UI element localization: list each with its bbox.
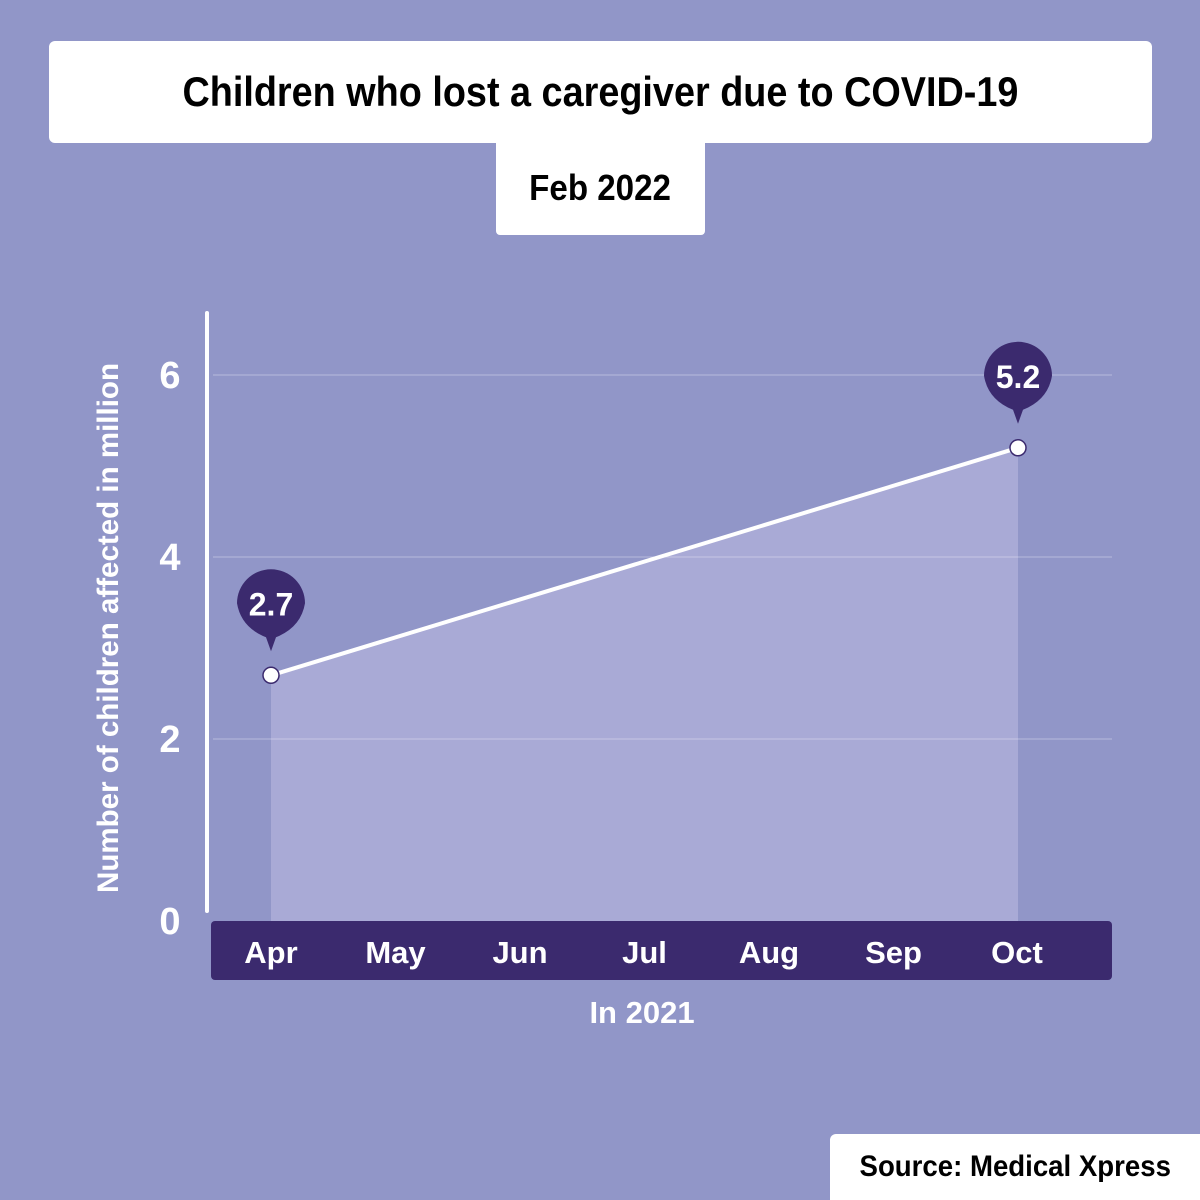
x-tick-label: Apr [244,935,297,970]
data-point [262,666,280,685]
y-tick-label: 2 [159,719,180,761]
title-box: Children who lost a caregiver due to COV… [49,41,1152,143]
x-axis-band [211,921,1112,980]
x-tick-label: Jun [492,935,547,970]
chart-title: Children who lost a caregiver due to COV… [182,68,1019,115]
x-tick-label: May [365,935,426,970]
date-box: Feb 2022 [496,141,705,235]
area-fill [271,447,1018,921]
x-tick-label: Sep [865,935,922,970]
x-axis-title: In 2021 [589,995,694,1030]
source-box: Source: Medical Xpress [830,1134,1200,1200]
x-tick-label: Jul [622,935,667,970]
y-tick-label: 6 [159,355,180,397]
y-axis-title: Number of children affected in million [92,363,125,893]
y-tick-label: 4 [159,537,180,579]
data-label: 5.2 [996,359,1040,395]
x-tick-label: Aug [739,935,799,970]
y-tick-label: 0 [159,901,180,943]
series-line [270,445,1019,678]
x-tick-label: Oct [991,935,1043,970]
data-label-bubble [237,569,305,652]
source-label: Source: Medical Xpress [859,1150,1171,1183]
data-label: 2.7 [249,586,293,622]
data-point [1009,439,1027,457]
chart-date: Feb 2022 [529,167,672,208]
data-label-bubble [984,341,1052,424]
